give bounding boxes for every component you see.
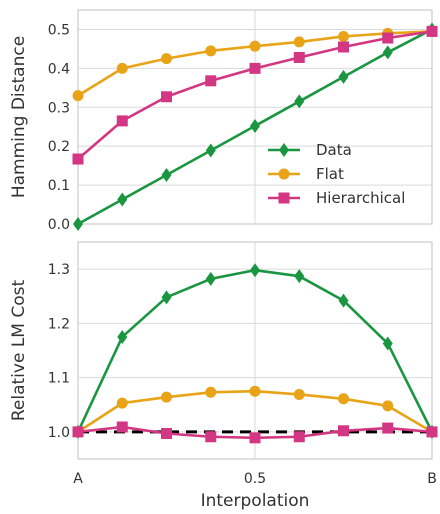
data-point-data	[338, 293, 349, 308]
y-tick-label: 0.0	[48, 217, 70, 233]
y-tick-label: 1.2	[48, 316, 70, 332]
legend-label: Hierarchical	[316, 189, 405, 207]
data-point-hierarchical	[161, 428, 172, 440]
data-point-flat	[338, 30, 349, 42]
data-point-flat	[293, 388, 305, 400]
data-point-flat	[116, 397, 128, 409]
data-point-hierarchical	[249, 62, 261, 74]
plot-frame	[77, 9, 433, 225]
data-point-flat	[382, 400, 394, 412]
data-point-data	[205, 271, 216, 286]
data-point-hierarchical	[382, 32, 394, 44]
y-tick-label: 0.4	[48, 61, 70, 77]
data-point-data	[294, 269, 305, 284]
data-point-flat	[161, 391, 172, 403]
data-point-data	[161, 167, 172, 182]
data-point-data	[250, 118, 260, 133]
x-tick-label: A	[73, 471, 83, 487]
data-point-flat	[205, 386, 217, 398]
data-point-flat	[249, 385, 261, 397]
y-axis-title: Hamming Distance	[9, 36, 29, 198]
data-point-data	[294, 94, 305, 109]
legend-marker-flat	[278, 168, 290, 180]
data-point-hierarchical	[72, 426, 84, 438]
y-tick-label: 1.0	[48, 425, 70, 441]
x-axis-title: Interpolation	[201, 491, 310, 511]
data-point-hierarchical	[205, 431, 217, 443]
y-tick-label: 0.2	[48, 139, 70, 155]
data-point-data	[161, 290, 172, 305]
data-point-hierarchical	[116, 421, 128, 433]
data-point-flat	[161, 53, 172, 65]
data-point-data	[338, 69, 349, 84]
x-tick-label: B	[427, 471, 437, 487]
data-point-data	[73, 217, 83, 231]
plot-frame	[77, 241, 433, 460]
data-point-flat	[72, 90, 84, 102]
data-point-flat	[338, 393, 349, 405]
legend: Data Flat Hierarchical	[268, 141, 405, 207]
data-point-flat	[116, 62, 128, 74]
data-point-data	[250, 263, 260, 278]
y-tick-label: 1.3	[48, 262, 70, 278]
y-tick-label: 0.5	[48, 22, 70, 38]
data-point-data	[117, 329, 128, 344]
data-point-hierarchical	[205, 75, 217, 87]
data-point-hierarchical	[338, 425, 349, 437]
data-point-data	[382, 336, 393, 351]
data-point-hierarchical	[382, 422, 394, 434]
y-tick-label: 0.1	[48, 178, 70, 194]
data-point-hierarchical	[338, 41, 349, 53]
data-point-hierarchical	[249, 432, 261, 444]
x-tick-label: 0.5	[244, 471, 266, 487]
data-point-data	[117, 192, 128, 207]
data-point-hierarchical	[72, 153, 84, 165]
lm-cost-panel: 1.0 1.1 1.2 1.3 Relative LM Cost A 0.5 B Interpo…	[9, 241, 438, 511]
data-point-hierarchical	[293, 51, 305, 63]
data-point-hierarchical	[161, 91, 172, 103]
hamming-panel: 0.0 0.1 0.2 0.3 0.4 0.5 Hamming Distance Data Fl…	[9, 9, 438, 233]
y-tick-label: 0.3	[48, 100, 70, 116]
data-point-hierarchical	[426, 25, 438, 37]
data-point-flat	[293, 36, 305, 48]
y-axis-title: Relative LM Cost	[9, 280, 29, 422]
legend-marker-data	[279, 143, 289, 157]
data-point-hierarchical	[426, 426, 438, 438]
y-tick-label: 1.1	[48, 371, 70, 387]
legend-label: Data	[316, 141, 352, 159]
legend-marker-hierarchical	[278, 192, 290, 204]
data-point-hierarchical	[116, 115, 128, 127]
data-point-flat	[249, 40, 261, 52]
data-point-data	[205, 143, 216, 158]
data-point-hierarchical	[293, 431, 305, 443]
legend-label: Flat	[316, 165, 344, 183]
data-point-flat	[205, 45, 217, 57]
data-point-data	[382, 45, 393, 60]
